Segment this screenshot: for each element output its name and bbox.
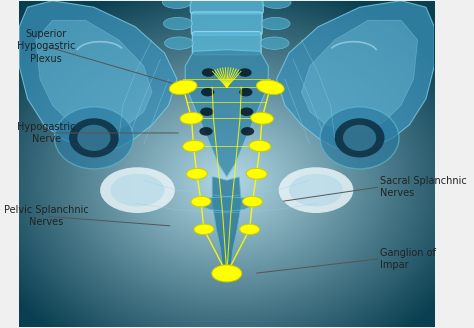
FancyBboxPatch shape xyxy=(191,12,262,35)
Polygon shape xyxy=(36,20,152,131)
Text: Sacral Splanchnic
Nerves: Sacral Splanchnic Nerves xyxy=(380,176,467,198)
Ellipse shape xyxy=(194,224,214,235)
Polygon shape xyxy=(185,50,268,177)
Polygon shape xyxy=(212,177,241,280)
Ellipse shape xyxy=(240,224,260,235)
Ellipse shape xyxy=(238,68,252,77)
Ellipse shape xyxy=(249,140,271,152)
Polygon shape xyxy=(301,20,418,131)
Circle shape xyxy=(343,125,376,151)
Polygon shape xyxy=(193,197,260,211)
Ellipse shape xyxy=(163,0,191,9)
Circle shape xyxy=(77,125,110,151)
Ellipse shape xyxy=(202,68,215,77)
Circle shape xyxy=(320,107,399,169)
Ellipse shape xyxy=(100,167,175,213)
Ellipse shape xyxy=(260,37,289,49)
Ellipse shape xyxy=(240,108,253,116)
Ellipse shape xyxy=(180,113,203,124)
Circle shape xyxy=(335,118,384,157)
FancyBboxPatch shape xyxy=(190,0,263,14)
Ellipse shape xyxy=(256,80,284,94)
Text: Ganglion of
Impar: Ganglion of Impar xyxy=(380,248,436,270)
Ellipse shape xyxy=(164,17,192,30)
Polygon shape xyxy=(19,1,177,151)
Ellipse shape xyxy=(246,168,267,179)
Ellipse shape xyxy=(201,88,214,96)
Circle shape xyxy=(69,118,119,157)
Ellipse shape xyxy=(186,168,207,179)
Text: Pelvic Splanchnic
Nerves: Pelvic Splanchnic Nerves xyxy=(4,205,89,227)
Ellipse shape xyxy=(164,37,193,49)
Ellipse shape xyxy=(243,196,263,207)
Text: Hypogastric
Nerve: Hypogastric Nerve xyxy=(17,122,75,144)
Ellipse shape xyxy=(261,17,290,30)
Ellipse shape xyxy=(212,265,242,282)
Ellipse shape xyxy=(200,127,213,135)
Ellipse shape xyxy=(110,174,164,206)
Ellipse shape xyxy=(251,113,273,124)
FancyBboxPatch shape xyxy=(192,31,261,55)
Polygon shape xyxy=(276,1,434,151)
Text: Superior
Hypogastric
Plexus: Superior Hypogastric Plexus xyxy=(17,29,75,64)
Ellipse shape xyxy=(279,167,353,213)
Circle shape xyxy=(55,107,133,169)
Ellipse shape xyxy=(241,127,254,135)
Ellipse shape xyxy=(289,174,343,206)
Ellipse shape xyxy=(239,88,253,96)
Ellipse shape xyxy=(191,196,211,207)
Ellipse shape xyxy=(183,140,204,152)
Ellipse shape xyxy=(169,80,197,94)
Ellipse shape xyxy=(262,0,291,9)
Ellipse shape xyxy=(200,108,213,116)
